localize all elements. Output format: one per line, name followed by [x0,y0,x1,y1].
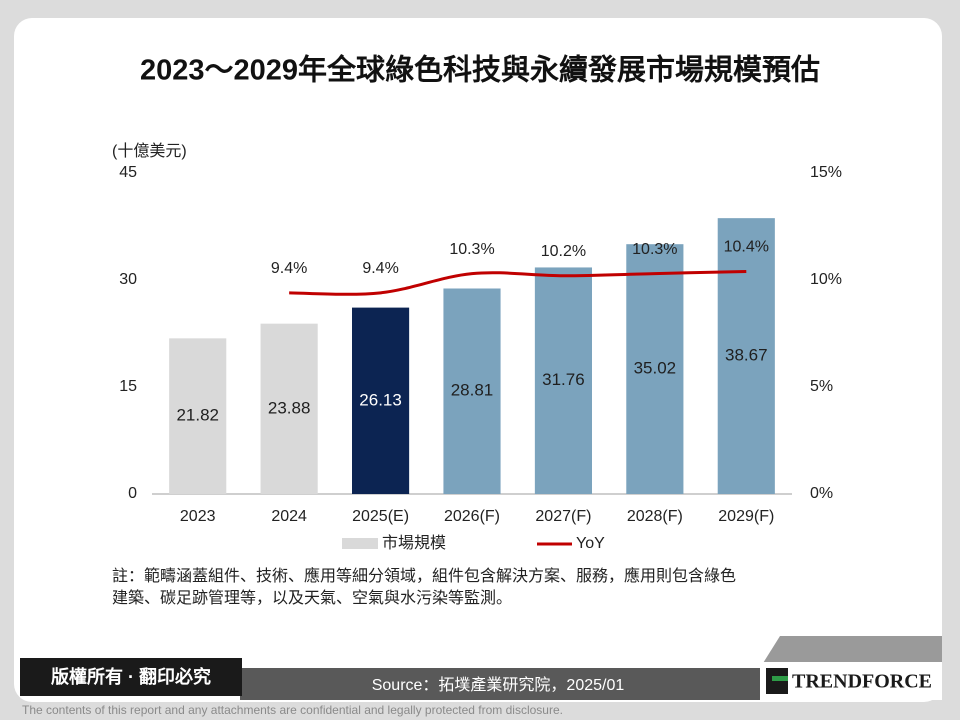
bar [626,244,684,494]
copyright-box [20,658,242,696]
bar [169,338,227,494]
y-tick-label: 15 [119,378,137,395]
bar-value-label: 31.76 [542,370,585,389]
bar [717,218,775,495]
bar-value-label: 26.13 [359,390,402,409]
y-axis-label: (十億美元) [112,142,187,160]
source: Source：拓墣產業研究院，2025/01 [372,676,625,694]
bar-value-label: 35.02 [634,359,677,378]
x-tick-label: 2025(E) [352,508,409,525]
yoy-label: 10.3% [632,241,677,258]
yoy-label: 10.3% [449,241,494,258]
footer-bar [240,668,760,700]
logo-text: TRENDFORCE [792,671,932,693]
chart-title: 2023～2029年全球綠色科技與永續發展市場規模預估 [140,53,820,87]
bar-value-label: 21.82 [176,406,219,425]
yoy-label: 9.4% [271,260,307,277]
y2-tick-label: 0% [810,485,833,502]
bar-value-label: 28.81 [451,381,494,400]
y-tick-label: 0 [128,485,137,502]
x-tick-label: 2029(F) [718,508,774,525]
disclaimer: The contents of this report and any atta… [22,703,563,717]
bar-value-label: 38.67 [725,346,768,365]
y2-tick-label: 15% [810,164,842,181]
logo-bg [760,662,942,700]
y-tick-label: 30 [119,271,137,288]
yoy-label: 9.4% [362,260,398,277]
logo-icon [772,676,788,681]
legend-swatch [342,538,378,549]
y2-tick-label: 5% [810,378,833,395]
yoy-line [289,269,747,296]
x-tick-label: 2023 [180,508,216,525]
bar [443,288,501,494]
y-tick-label: 45 [119,164,137,181]
yoy-label: 10.4% [724,239,769,256]
bar [260,323,318,494]
x-tick-label: 2028(F) [627,508,683,525]
copyright: 版權所有 · 翻印必究 [51,666,211,687]
x-tick-label: 2024 [271,508,307,525]
y2-tick-label: 10% [810,271,842,288]
bar [534,267,592,494]
legend-label: YoY [576,535,605,552]
note-line: 建築、碳足跡管理等，以及天氣、空氣與水污染等監測。 [112,589,512,607]
note-line: 註：範疇涵蓋組件、技術、應用等細分領域，組件包含解決方案、服務，應用則包含綠色 [112,566,736,585]
bar [352,307,410,494]
bar-value-label: 23.88 [268,398,311,417]
x-tick-label: 2026(F) [444,508,500,525]
legend-label: 市場規模 [382,534,446,552]
yoy-label: 10.2% [541,243,586,260]
x-tick-label: 2027(F) [535,508,591,525]
